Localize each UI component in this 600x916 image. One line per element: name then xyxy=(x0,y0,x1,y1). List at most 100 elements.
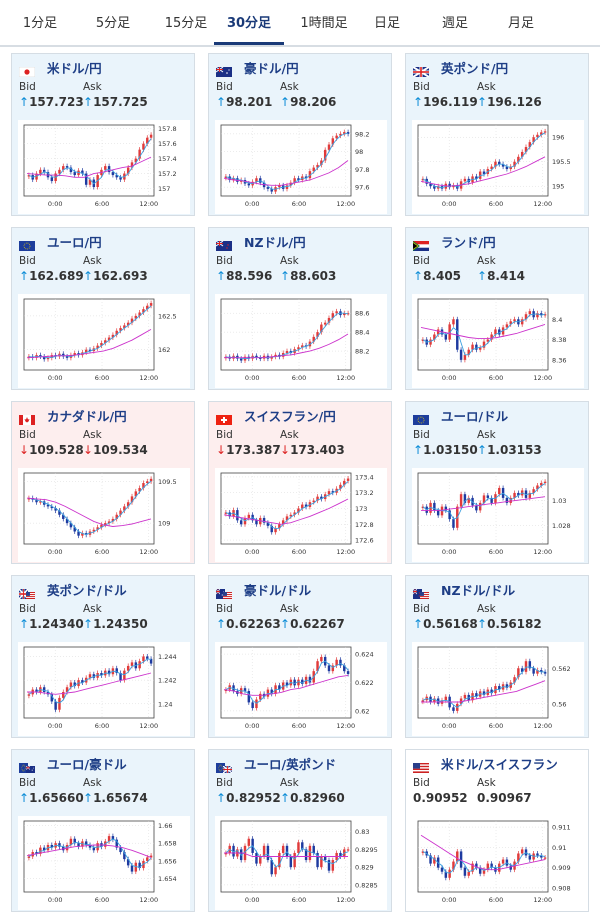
pair-name[interactable]: 豪ドル/円 xyxy=(244,61,299,76)
candle xyxy=(452,861,455,870)
rate-card[interactable]: ユーロ/円 Bid Ask ↑162.689 ↑162.693 162.5 162 0:00 6… xyxy=(11,227,195,390)
pair-name[interactable]: カナダドル/円 xyxy=(47,409,127,424)
rate-card[interactable]: ユーロ/英ポンド Bid Ask ↑0.82952 ↑0.82960 0.83 0.8295… xyxy=(208,749,392,912)
rate-card[interactable]: 豪ドル/ドル Bid Ask ↑0.62263 ↑0.62267 0.624 0.622 0.… xyxy=(208,575,392,738)
up-arrow-icon: ↑ xyxy=(19,95,30,109)
tab-6[interactable]: 週足 xyxy=(441,16,468,31)
candle xyxy=(285,185,289,189)
rate-card[interactable]: カナダドル/円 Bid Ask ↓109.528 ↓109.534 109.5 109 0:0… xyxy=(11,401,195,564)
x-tick-label: 6:00 xyxy=(489,722,504,730)
ask-price: ↓173.403 xyxy=(280,443,345,457)
candle xyxy=(312,167,315,172)
tab-3[interactable]: 30分足 xyxy=(214,0,284,45)
pair-name[interactable]: ユーロ/ドル xyxy=(441,409,509,424)
candle xyxy=(107,337,111,341)
price-chart: 0.911 0.91 0.909 0.908 0:00 6:00 12:00 xyxy=(412,816,584,910)
bid-label: Bid xyxy=(19,81,36,93)
pair-name[interactable]: 豪ドル/ドル xyxy=(244,583,312,598)
x-tick-label: 12:00 xyxy=(336,722,355,730)
candle xyxy=(316,661,319,672)
pair-name[interactable]: ユーロ/円 xyxy=(47,235,102,250)
x-tick-label: 12:00 xyxy=(336,200,355,208)
candle xyxy=(65,166,69,168)
candle xyxy=(440,867,444,872)
bid-value: 0.62263 xyxy=(226,617,281,631)
rate-card[interactable]: スイスフラン/円 Bid Ask ↓173.387 ↓173.403 173.4 173.2… xyxy=(208,401,392,564)
rate-card[interactable]: ランド/円 Bid Ask ↑8.405 ↑8.414 8.4 8.38 8.36 0:00 6:… xyxy=(405,227,589,390)
tab-0[interactable]: 1分足 xyxy=(22,16,58,31)
x-tick-label: 12:00 xyxy=(533,896,552,904)
up-arrow-icon: ↑ xyxy=(19,791,30,805)
candle xyxy=(278,852,281,868)
bid-label: Bid xyxy=(413,777,430,789)
pair-name[interactable]: スイスフラン/円 xyxy=(244,409,336,424)
candle xyxy=(482,869,486,874)
candle xyxy=(339,659,342,666)
rate-card[interactable]: NZドル/円 Bid Ask ↑88.596 ↑88.603 88.6 88.4 88.2 0:… xyxy=(208,227,392,390)
y-tick-label: 88.6 xyxy=(355,310,369,318)
candle xyxy=(452,519,455,528)
candle xyxy=(149,658,153,664)
pair-name[interactable]: 米ドル/スイスフラン xyxy=(441,757,558,772)
candle xyxy=(134,862,138,872)
rate-card[interactable]: 英ポンド/ドル Bid Ask ↑1.24340 ↑1.24350 1.244 1.242 1… xyxy=(11,575,195,738)
ask-value: 109.534 xyxy=(93,443,148,457)
candle xyxy=(293,178,296,183)
candle xyxy=(259,856,262,864)
candle xyxy=(293,852,296,868)
y-tick-label: 98.2 xyxy=(355,130,369,138)
x-tick-label: 0:00 xyxy=(48,548,63,556)
pair-name[interactable]: NZドル/円 xyxy=(244,235,306,250)
pair-name[interactable]: 英ポンド/円 xyxy=(441,61,509,76)
rate-card[interactable]: 米ドル/円 Bid Ask ↑157.723 ↑157.725 157.8 157.6 157… xyxy=(11,53,195,216)
candle xyxy=(475,693,478,697)
price-chart: 173.4 173.2 173 172.8 172.6 0:00 6:00 12:00 xyxy=(215,468,387,562)
ma-slow-line xyxy=(27,672,152,695)
candle xyxy=(27,498,31,500)
rate-card[interactable]: 豪ドル/円 Bid Ask ↑98.201 ↑98.206 98.2 98 97.8 97.6 0… xyxy=(208,53,392,216)
candle xyxy=(126,502,130,507)
candle xyxy=(528,492,532,498)
candle xyxy=(498,487,501,495)
pair-name[interactable]: 米ドル/円 xyxy=(47,61,102,76)
rate-card[interactable]: ユーロ/豪ドル Bid Ask ↑1.65660 ↑1.65674 1.66 1.658 1.… xyxy=(11,749,195,912)
flag-icon xyxy=(412,236,429,251)
bid-price: ↑98.201 xyxy=(216,95,272,109)
rate-card[interactable]: 英ポンド/円 Bid Ask ↑196.119 ↑196.126 196 195.5 195 0… xyxy=(405,53,589,216)
candle xyxy=(331,313,335,318)
tab-7[interactable]: 月足 xyxy=(507,16,534,31)
candle xyxy=(58,510,61,515)
pair-name[interactable]: ランド/円 xyxy=(441,235,496,250)
candle xyxy=(339,484,342,489)
candle xyxy=(536,670,539,674)
candle xyxy=(536,853,539,856)
candle xyxy=(236,355,239,359)
tab-2[interactable]: 15分足 xyxy=(164,16,208,31)
bid-label: Bid xyxy=(216,429,233,441)
rate-card[interactable]: ユーロ/ドル Bid Ask ↑1.03150 ↑1.03153 1.03 1.028 0:0… xyxy=(405,401,589,564)
candle xyxy=(478,867,482,874)
tab-4[interactable]: 1時間足 xyxy=(300,16,348,31)
candle xyxy=(346,478,350,481)
pair-name[interactable]: ユーロ/英ポンド xyxy=(244,757,337,772)
rate-card[interactable]: NZドル/ドル Bid Ask ↑0.56168 ↑0.56182 0.562 0.56 0:… xyxy=(405,575,589,738)
pair-name[interactable]: ユーロ/豪ドル xyxy=(47,757,127,772)
candle xyxy=(335,311,338,314)
ma-fast-line xyxy=(422,666,546,708)
candle xyxy=(429,339,432,345)
tab-1[interactable]: 5分足 xyxy=(95,16,131,31)
candle xyxy=(331,665,335,672)
candle xyxy=(448,183,451,188)
pair-name[interactable]: NZドル/ドル xyxy=(441,583,516,598)
pair-name[interactable]: 英ポンド/ドル xyxy=(47,583,127,598)
candle xyxy=(524,314,528,320)
up-arrow-icon: ↑ xyxy=(413,95,424,109)
candle xyxy=(62,353,65,357)
candle xyxy=(429,183,432,187)
down-arrow-icon: ↓ xyxy=(216,443,227,457)
ask-value: 196.126 xyxy=(487,95,542,109)
x-tick-label: 0:00 xyxy=(442,548,457,556)
rate-card[interactable]: 米ドル/スイスフラン Bid Ask 0.90952 0.90967 0.911 0.91 0… xyxy=(405,749,589,912)
candle xyxy=(482,691,486,695)
tab-5[interactable]: 日足 xyxy=(373,16,400,31)
